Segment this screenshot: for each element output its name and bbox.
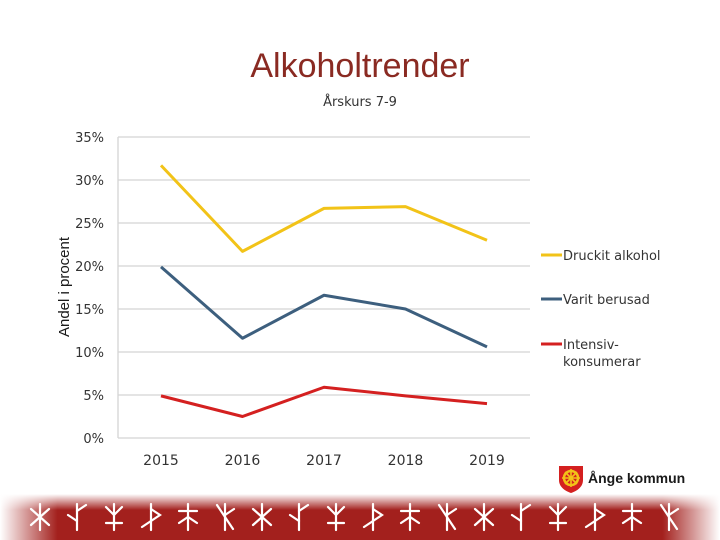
rune-glyph [548, 502, 568, 532]
rune-glyph [29, 502, 51, 532]
rune-glyph [177, 502, 199, 532]
x-tick-label: 2019 [469, 453, 505, 469]
y-tick-label: 35% [75, 131, 104, 146]
series-line-1 [159, 164, 488, 253]
rune-glyph [399, 502, 421, 532]
footer-rune-band [0, 494, 720, 540]
chart-subtitle: Årskurs 7-9 [323, 95, 397, 110]
y-tick-label: 25% [75, 217, 104, 232]
chart-title: Alkoholtrender [250, 47, 470, 85]
ange-kommun-logo: Ånge kommun [558, 464, 708, 496]
legend-label: Varit berusad [563, 293, 650, 308]
rune-glyph [621, 502, 643, 532]
rune-glyph [140, 502, 162, 532]
series-line-3 [160, 385, 488, 418]
legend-label: Intensiv-konsumerar [563, 338, 641, 370]
rune-glyph [251, 502, 273, 532]
x-tick-label: 2017 [306, 453, 342, 469]
y-tick-label: 30% [75, 174, 104, 189]
x-tick-label: 2015 [143, 453, 179, 469]
y-tick-label: 20% [75, 260, 104, 275]
rune-glyph [326, 502, 346, 532]
rune-glyph [104, 502, 124, 532]
rune-glyph [659, 502, 680, 532]
rune-glyph [510, 502, 532, 532]
series-line-2 [160, 265, 488, 349]
coat-of-arms-icon [559, 466, 583, 493]
x-tick-label: 2016 [225, 453, 261, 469]
rune-glyph [66, 502, 88, 532]
x-tick-label: 2018 [388, 453, 424, 469]
rune-glyph [362, 502, 384, 532]
y-tick-label: 10% [75, 346, 104, 361]
rune-glyph [288, 502, 310, 532]
rune-glyph [584, 502, 606, 532]
y-axis-label: Andel i procent [56, 236, 73, 337]
legend-label: Druckit alkohol [563, 249, 661, 264]
rune-glyph [473, 502, 495, 532]
y-tick-label: 0% [83, 432, 104, 447]
y-tick-label: 15% [75, 303, 104, 318]
y-tick-label: 5% [83, 389, 104, 404]
rune-glyph [437, 502, 458, 532]
rune-glyph [215, 502, 236, 532]
line-chart: 0% 5% 10% 15% 20% 25% 30% 35% 2015 2016 2017 2018 20… [56, 131, 661, 469]
logo-text: Ånge kommun [588, 470, 686, 486]
